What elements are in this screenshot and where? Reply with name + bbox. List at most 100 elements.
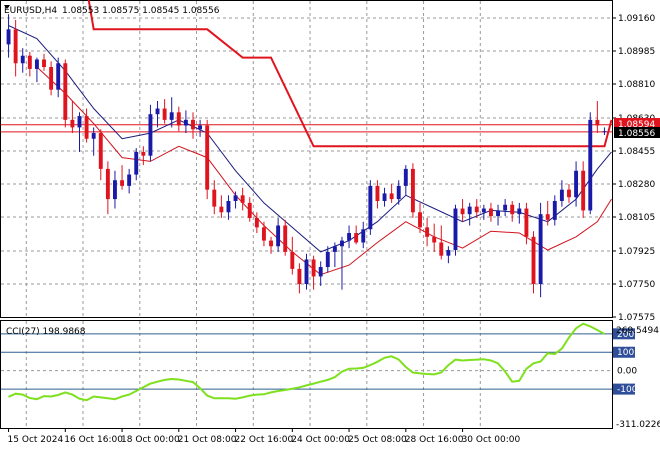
- time-tick-label: 22 Oct 16:00: [235, 435, 294, 445]
- candle-body: [20, 55, 25, 64]
- candle-body: [134, 151, 139, 175]
- candle-body: [574, 170, 579, 198]
- price-tick-label: 1.08105: [618, 213, 655, 223]
- upper-envelope-line: [87, 0, 613, 148]
- candle-body: [27, 55, 32, 69]
- candle-body: [581, 170, 586, 211]
- candle-body: [304, 259, 309, 284]
- candle-body: [226, 200, 231, 213]
- cci-reference-levels: [1, 333, 612, 390]
- cci-tick-label: 0.00: [617, 367, 637, 377]
- price-tick-label: 1.07750: [618, 280, 655, 290]
- price-tick-label: 1.08985: [618, 47, 655, 57]
- candle-body: [155, 108, 160, 115]
- fast-moving-average-line: [8, 25, 612, 253]
- candle-body: [460, 208, 465, 215]
- candle-body: [233, 195, 238, 201]
- price-tick-label: 1.08455: [618, 147, 655, 157]
- candle-body: [77, 116, 82, 128]
- cci-level-tag-bg: [613, 346, 635, 358]
- candle-body: [488, 208, 493, 217]
- candlestick-series: [6, 14, 607, 298]
- time-tick-label: 28 Oct 16:00: [405, 435, 464, 445]
- candle-body: [474, 206, 479, 213]
- candle-body: [56, 63, 61, 90]
- candle-body: [311, 259, 316, 277]
- candle-body: [538, 214, 543, 284]
- cci-level-tag-bg: [613, 328, 635, 340]
- candle-body: [425, 227, 430, 237]
- candle-body: [403, 168, 408, 186]
- time-tick-label: 18 Oct 00:00: [121, 435, 180, 445]
- candle-body: [567, 189, 571, 198]
- candle-body: [517, 208, 522, 215]
- candle-body: [120, 180, 125, 186]
- candle-body: [375, 185, 380, 201]
- candle-body: [261, 227, 266, 241]
- candle-body: [361, 229, 366, 243]
- cci-tick-label: 100: [617, 348, 634, 358]
- candle-body: [98, 133, 103, 169]
- candle-body: [552, 200, 557, 220]
- candle-body: [283, 225, 288, 252]
- ohlc-values: 1.08553 1.08575 1.08545 1.08556: [62, 6, 220, 16]
- candle-body: [410, 168, 415, 213]
- chart-shift-marker-icon[interactable]: [4, 5, 10, 9]
- price-tick-label: 1.07925: [618, 247, 655, 257]
- candle-body: [63, 63, 68, 120]
- candle-body: [141, 151, 146, 156]
- candle-body: [212, 189, 217, 207]
- candle-body: [545, 214, 550, 220]
- candle-body: [70, 119, 75, 128]
- candle-body: [340, 240, 344, 247]
- candle-body: [432, 236, 437, 243]
- candle-body: [113, 180, 117, 200]
- candle-body: [467, 206, 472, 215]
- candle-body: [531, 236, 536, 284]
- candle-body: [84, 116, 89, 139]
- candle-body: [240, 195, 245, 203]
- candle-body: [148, 114, 153, 156]
- candle-body: [247, 202, 252, 218]
- candle-body: [347, 233, 352, 241]
- candle-body: [169, 112, 174, 120]
- candle-body: [6, 29, 11, 45]
- candle-body: [389, 193, 394, 200]
- candle-body: [588, 119, 593, 211]
- candle-body: [396, 185, 401, 200]
- price-tick-label: 1.09160: [618, 14, 655, 24]
- candle-body: [368, 185, 373, 230]
- cci-panel-frame: [0, 320, 613, 429]
- price-tick-label: 1.07575: [618, 313, 655, 323]
- candle-body: [446, 250, 451, 256]
- candle-body: [318, 267, 323, 277]
- candle-body: [276, 225, 281, 247]
- current-price-tag-bg: [614, 127, 660, 138]
- candle-body: [602, 131, 607, 133]
- candle-body: [503, 204, 508, 211]
- price-tags: 1.08594 1.08556: [614, 118, 660, 139]
- time-tick-label: 24 Oct 00:00: [291, 435, 350, 445]
- candle-body: [297, 268, 302, 284]
- candle-body: [198, 125, 203, 130]
- candle-body: [49, 67, 54, 90]
- candle-body: [332, 246, 337, 252]
- cci-level-tag-bg: [613, 383, 635, 395]
- cci-scale-max: 269.5494: [616, 326, 659, 336]
- time-tick-label: 21 Oct 08:00: [178, 435, 237, 445]
- candle-body: [91, 133, 96, 139]
- time-tick-label: 30 Oct 00:00: [462, 435, 521, 445]
- candle-body: [13, 29, 18, 64]
- candle-body: [559, 189, 564, 201]
- cci-line: [8, 322, 605, 402]
- candle-body: [354, 233, 359, 243]
- candle-body: [176, 112, 181, 126]
- candle-body: [127, 174, 132, 186]
- candle-body: [382, 193, 387, 201]
- candle-body: [496, 210, 500, 217]
- price-grid: [1, 1, 612, 317]
- red-line-tag-bg: [614, 118, 660, 129]
- time-tick-label: 15 Oct 2024: [8, 435, 64, 445]
- candle-body: [269, 240, 273, 247]
